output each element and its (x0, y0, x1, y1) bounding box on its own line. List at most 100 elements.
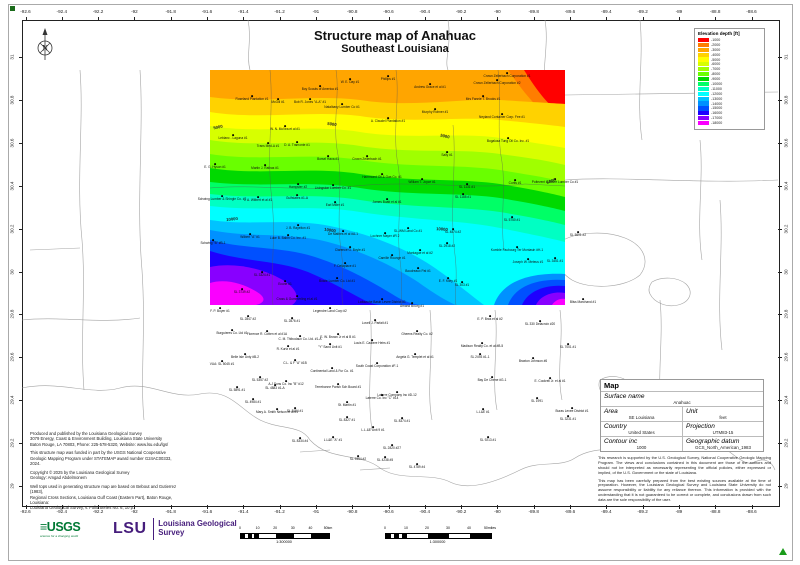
graticule-tick (61, 505, 63, 509)
credits-copyright: Copyright © 2025 by the Louisiana Geolog… (30, 469, 130, 481)
graticule-tick (61, 16, 63, 20)
legend-value: -15000 (711, 106, 723, 111)
graticule-label: -92.6 (20, 8, 31, 14)
map-frame (22, 20, 780, 507)
graticule-tick (678, 16, 680, 20)
scalebar-segment (470, 534, 491, 538)
graticule-tick (424, 16, 426, 20)
graticule-label: -89 (675, 8, 683, 14)
graticule-tick (315, 16, 317, 20)
graticule-label: -90 (494, 508, 501, 514)
graticule-label: 29.2 (783, 438, 789, 448)
graticule-tick (279, 505, 281, 509)
graticule-tick (243, 16, 244, 20)
graticule-tick (18, 357, 22, 358)
map-info-table: Map Surface name Anahuac Area SE Louisia… (600, 379, 764, 452)
graticule-label: -89.2 (637, 508, 648, 514)
graticule-tick (170, 505, 172, 509)
registration-triangle-icon (779, 548, 787, 555)
graticule-tick (18, 228, 22, 230)
scalebar-segment (428, 534, 449, 538)
graticule-label: 30.4 (9, 181, 15, 191)
lgs-name: Louisiana Geological Survey (158, 519, 237, 537)
graticule-label: -89.6 (564, 8, 576, 14)
graticule-tick (606, 16, 607, 20)
map-info-header: Map (601, 380, 763, 392)
scalebar-ratio: 1:300000 (276, 539, 292, 544)
graticule-tick (352, 16, 353, 20)
graticule-label: 30.2 (9, 224, 15, 234)
legend-value: -1000 (711, 37, 721, 42)
graticule-tick (98, 505, 99, 509)
graticule-tick (533, 505, 535, 509)
graticule-label: -88.6 (746, 508, 757, 514)
graticule-label: 30.6 (783, 138, 789, 148)
legend-value: -8000 (711, 72, 721, 77)
graticule-label: -91.8 (165, 8, 176, 14)
legend-value: -16000 (711, 111, 723, 116)
graticule-tick (25, 505, 26, 509)
graticule-tick (778, 57, 782, 58)
graticule-tick (388, 16, 389, 20)
scalebar-bar (240, 533, 330, 539)
scalebar-tick-label: 50km (323, 526, 333, 530)
legend-entry: -17000 (698, 116, 762, 121)
page-subtitle: Southeast Louisiana (341, 43, 449, 55)
graticule-label: -91.6 (201, 8, 213, 14)
graticule-tick (715, 16, 716, 20)
graticule-tick (25, 16, 26, 20)
scalebar-tick-label: 20 (425, 526, 429, 530)
legend-entry: -10000 (698, 81, 762, 87)
graticule-label: -91.6 (201, 508, 213, 514)
graticule-label: -89.8 (528, 508, 539, 514)
graticule-tick (778, 486, 782, 487)
north-arrow-icon: N (37, 28, 53, 60)
legend-swatch (698, 86, 709, 91)
legend-swatch (698, 96, 709, 101)
legend-swatch (698, 106, 709, 111)
scalebar-tick-label: 30 (290, 526, 295, 530)
legend-value: -11000 (711, 86, 722, 91)
credits-funding: This structure map was funded in part by… (30, 450, 172, 467)
graticule-tick (134, 16, 135, 20)
credits-publisher: Produced and published by the Louisiana … (30, 431, 169, 447)
graticule-label: -91.8 (165, 508, 176, 514)
graticule-tick (18, 400, 22, 401)
legend-value: -10000 (711, 81, 723, 86)
graticule-label: -89.6 (564, 508, 576, 514)
graticule-label: 30 (9, 268, 15, 275)
scalebar-tick-label: 40 (308, 526, 313, 530)
graticule-tick (778, 228, 782, 230)
graticule-tick (606, 505, 607, 509)
legend-swatch (698, 42, 709, 47)
graticule-label: -91.2 (274, 508, 285, 514)
scalebar-tick-label: 50miles (483, 526, 497, 530)
disclaimer-support: This research is supported by the U.S. G… (598, 455, 771, 475)
graticule-label: 30.6 (9, 138, 15, 148)
disclaimer-liability: This map has been carefully prepared fro… (598, 477, 771, 502)
scalebar-miles: 0 10 20 30 40 50miles 1:300000 (384, 524, 496, 548)
map-title-block: Structure map of Anahuac Southeast Louis… (230, 28, 560, 55)
legend-swatch (698, 52, 709, 57)
legend-entry: -13000 (698, 96, 762, 101)
graticule-label: -90.6 (383, 8, 394, 14)
graticule-tick (207, 505, 208, 509)
scalebar-segment (276, 534, 294, 538)
graticule-tick (778, 271, 782, 272)
graticule-label: -90.2 (455, 8, 467, 14)
svg-text:N: N (42, 44, 48, 53)
graticule-label: -88.8 (709, 8, 721, 14)
legend-title: Elevation depth [ft] (698, 31, 740, 36)
graticule-label: 29.4 (783, 395, 789, 405)
legend-value: -18000 (711, 121, 723, 126)
legend-value: -17000 (711, 116, 723, 121)
legend-entry: -3000 (698, 47, 762, 52)
map-info-grid: Area SE Louisiana Unit feet Country Unit… (601, 406, 763, 451)
legend-entry: -5000 (698, 57, 762, 62)
graticule-tick (778, 357, 782, 358)
legend-swatch (698, 91, 709, 96)
graticule-tick (778, 99, 782, 101)
credits-sources: Well tops used in generating structure m… (30, 483, 177, 511)
